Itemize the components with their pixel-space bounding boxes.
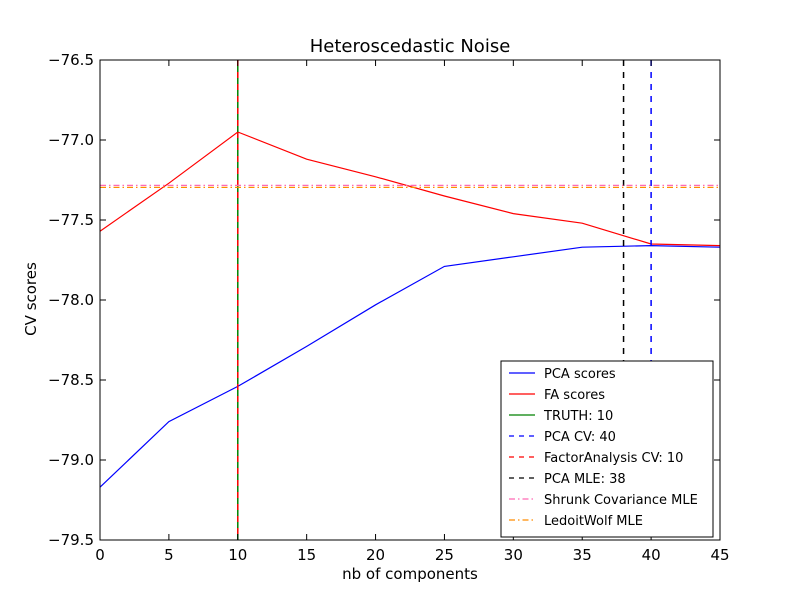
- y-tick-label: −76.5: [48, 51, 94, 69]
- x-tick-label: 10: [228, 546, 247, 564]
- legend-label-7: LedoitWolf MLE: [544, 514, 643, 529]
- legend-label-1: FA scores: [544, 388, 605, 403]
- plot-area: 0 5 10 15 20 25 30 35 40 45 −79.5 −79.0 −78.5 −78.0 −7…: [48, 51, 730, 564]
- y-tick-label: −78.5: [48, 371, 94, 389]
- x-tick-label: 15: [297, 546, 316, 564]
- series-line-0: [99, 244, 721, 488]
- y-tick-label: −79.5: [48, 531, 94, 549]
- x-tick-label: 5: [164, 546, 174, 564]
- x-tick-label: 20: [366, 546, 385, 564]
- y-axis-title: CV scores: [22, 262, 40, 336]
- legend-label-4: FactorAnalysis CV: 10: [544, 451, 683, 466]
- x-tick-label: 40: [642, 546, 661, 564]
- y-tick-label: −77.0: [48, 131, 94, 149]
- legend-label-6: Shrunk Covariance MLE: [544, 493, 698, 508]
- series-line-1: [99, 131, 721, 247]
- legend-box: [500, 360, 714, 538]
- legend-label-5: PCA MLE: 38: [544, 472, 626, 487]
- legend-label-2: TRUTH: 10: [543, 409, 613, 424]
- x-tick-label: 45: [710, 546, 729, 564]
- legend-label-3: PCA CV: 40: [544, 430, 616, 445]
- y-tick-label: −78.0: [48, 291, 94, 309]
- y-tick-label: −79.0: [48, 451, 94, 469]
- x-tick-label: 0: [95, 546, 105, 564]
- legend-label-0: PCA scores: [544, 367, 616, 382]
- x-tick-label: 35: [573, 546, 592, 564]
- chart-title: Heteroscedastic Noise: [310, 36, 511, 57]
- x-tick-label: 25: [435, 546, 454, 564]
- y-tick-label: −77.5: [48, 211, 94, 229]
- legend: PCA scores FA scores TRUTH: 10 PCA CV: 40 Fa…: [500, 360, 714, 538]
- x-axis-title: nb of components: [342, 565, 478, 583]
- x-tick-label: 30: [504, 546, 523, 564]
